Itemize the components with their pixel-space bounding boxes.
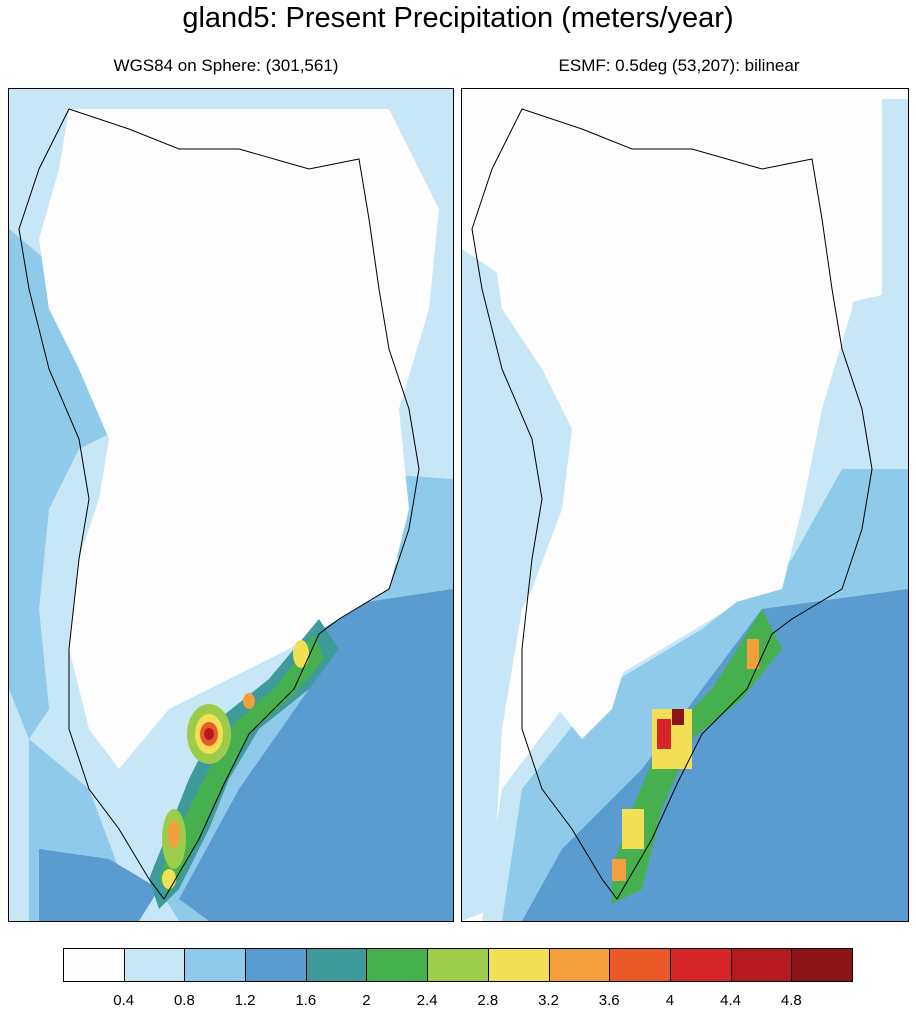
right-panel-subtitle: ESMF: 0.5deg (53,207): bilinear [558, 56, 800, 75]
ocean-high-band [522, 589, 908, 921]
colorbar-tick-label: 2.4 [416, 992, 438, 1009]
colorbar-tick-label: 3.2 [538, 992, 559, 1009]
right-precip-map [462, 89, 908, 921]
peak-area-4 [672, 709, 684, 725]
colorbar-tick-label: 4 [665, 992, 675, 1009]
colorbar-swatch [669, 948, 732, 982]
colorbar-swatch [487, 948, 550, 982]
greenland-coastline [471, 108, 873, 900]
colorbar-swatch [305, 948, 368, 982]
peak-south-2 [168, 820, 180, 848]
colorbar [63, 948, 853, 984]
colorbar-swatch [366, 948, 429, 982]
colorbar-swatch [123, 948, 186, 982]
colorbar-swatch [427, 948, 489, 982]
colorbar-swatch [609, 948, 671, 982]
peak-south-1 [622, 809, 644, 849]
greenland-coastline [18, 108, 420, 900]
peak-area-3 [657, 719, 671, 749]
peak-south-2 [612, 859, 626, 881]
chart-title: gland5: Present Precipitation (meters/ye… [182, 2, 734, 34]
colorbar-tick-label: 2.8 [477, 992, 499, 1009]
left-precip-map [9, 89, 453, 921]
left-panel-subtitle: WGS84 on Sphere: (301,561) [113, 56, 339, 75]
colorbar-tick-label: 1.2 [234, 992, 256, 1009]
coast-band-3 [159, 634, 324, 894]
colorbar-tick-label: 1.6 [295, 992, 317, 1009]
ocean-high-band [179, 589, 453, 921]
colorbar-swatch [245, 948, 307, 982]
colorbar-tick-label: 4.4 [720, 992, 742, 1009]
colorbar-tick-label: 2 [362, 992, 371, 1009]
peak-east [747, 639, 759, 669]
sw-high-band [39, 849, 159, 921]
colorbar-tick-label: 3.6 [598, 992, 620, 1009]
colorbar-swatch [791, 948, 853, 982]
colorbar-tick-label: 0.8 [173, 992, 195, 1009]
ice-sheet-low [39, 109, 439, 769]
colorbar-swatch [730, 948, 793, 982]
colorbar-swatch [184, 948, 247, 982]
colorbar-swatch [548, 948, 611, 982]
peak-south-3 [162, 869, 176, 889]
peak-area-4 [204, 728, 214, 740]
right-map-panel [461, 88, 909, 922]
colorbar-swatch [63, 948, 125, 982]
colorbar-tick-label: 0.4 [113, 992, 135, 1009]
left-map-panel [8, 88, 454, 922]
west-low-band [462, 249, 592, 921]
colorbar-tick-label: 4.8 [780, 992, 802, 1009]
coast-band-3 [612, 609, 782, 904]
peak-east [293, 640, 309, 668]
ice-sheet-low [492, 109, 862, 739]
peak-central [243, 693, 255, 709]
